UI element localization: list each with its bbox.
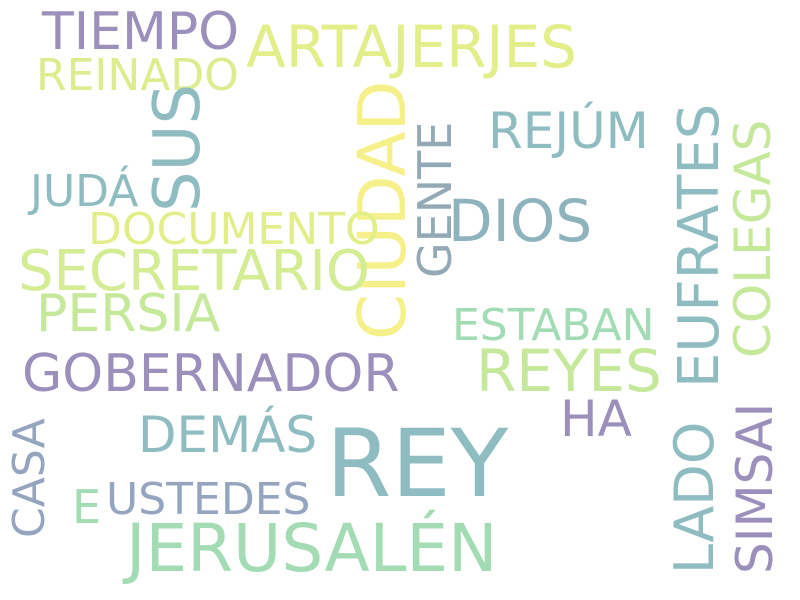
word-reyes: REYES — [476, 337, 662, 405]
word-documento: DOCUMENTO — [88, 204, 380, 255]
word-tiempo: TIEMPO — [42, 2, 240, 62]
word-reinado: REINADO — [36, 50, 239, 101]
word-rey: REY — [326, 410, 509, 519]
word-ha: HA — [560, 390, 632, 448]
word-casa: CASA — [4, 418, 55, 538]
word-estaban: ESTABAN — [452, 300, 655, 351]
word-eufrates: EUFRATES — [667, 103, 732, 388]
word-artajerjes: ARTAJERJES — [246, 13, 577, 81]
word-jerusalen: JERUSALÉN — [126, 510, 498, 587]
word-simsai: SIMSAI — [726, 402, 784, 574]
word-demas: DEMÁS — [138, 406, 318, 464]
word-ustedes: USTEDES — [106, 474, 311, 525]
word-gobernador: GOBERNADOR — [22, 344, 400, 404]
word-juda: JUDÁ — [30, 166, 139, 217]
word-secretario: SECRETARIO — [18, 239, 370, 304]
word-sus: SUS — [141, 83, 215, 212]
word-dios: DIOS — [448, 187, 593, 255]
word-colegas: COLEGAS — [724, 119, 782, 358]
word-lado: LADO — [663, 421, 726, 574]
word-rejum: REJÚM — [488, 102, 649, 160]
word-persia: PERSIA — [36, 284, 221, 344]
word-e: E — [72, 480, 102, 534]
